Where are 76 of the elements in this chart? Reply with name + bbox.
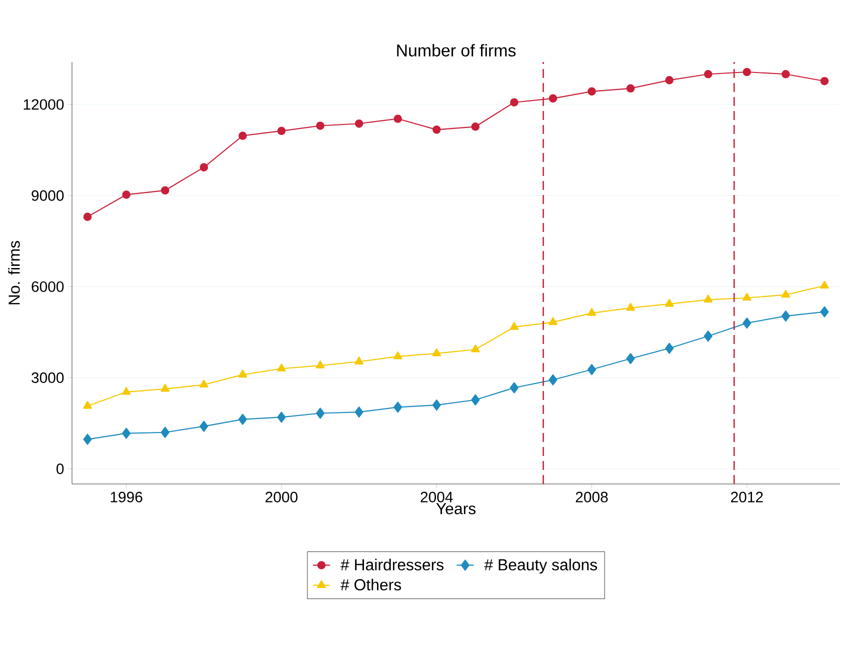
point [782,70,790,78]
point [316,360,325,368]
point [122,190,130,199]
point [394,114,402,123]
legend-label: # Beauty salons [484,558,598,574]
point [122,386,131,395]
x-tick-label: 2012 [731,492,763,502]
point [277,126,286,136]
point [626,353,635,364]
point [742,318,752,329]
y-axis-title: No. firms [8,240,20,304]
point [548,374,558,386]
point [704,70,712,78]
y-tick-label: 9000 [32,190,64,201]
point [510,322,519,330]
point [471,394,480,406]
point [238,414,247,425]
y-tick-label: 3000 [32,372,64,384]
point [238,370,248,378]
point [83,212,92,221]
point [820,280,829,289]
point [354,406,364,418]
point [548,94,558,103]
x-tick-label: 2008 [576,492,608,502]
x-tick-label: 2000 [266,492,298,502]
point [588,87,596,96]
point [316,122,324,130]
point [742,292,752,301]
point [626,84,635,93]
point [83,434,92,445]
point [665,342,674,354]
point [510,382,518,394]
point [354,119,364,128]
point [510,98,518,107]
point [393,351,402,360]
point [200,420,208,432]
point [471,122,480,131]
point [704,330,712,342]
point [277,412,286,423]
point [432,126,441,134]
legend-label: # Others [340,578,402,590]
point [122,428,131,439]
point [820,306,829,318]
point [432,348,442,356]
legend-label: # Hairdressers [340,558,444,570]
y-tick-label: 0 [56,464,64,474]
point [432,400,441,411]
point [781,290,790,298]
point [354,356,364,364]
point [160,426,170,438]
x-axis-title: Years [436,503,476,514]
point [820,76,829,86]
point [83,400,92,409]
x-tick-label: 1996 [110,492,142,502]
x-tick-label: 2004 [420,492,453,502]
point [470,344,480,352]
point [238,132,247,140]
point [277,364,286,372]
point [160,384,170,392]
point [394,402,402,413]
point [587,308,596,316]
y-tick-label: 6000 [32,281,64,292]
point [200,163,208,172]
point [160,186,170,195]
point [316,408,325,419]
y-tick-label: 12000 [24,99,64,110]
point [704,294,713,302]
point [548,317,558,325]
point [664,298,674,307]
point [199,380,208,388]
point [781,310,790,322]
point [587,364,596,376]
point [665,76,674,84]
point [626,302,635,311]
chart-title: Number of firms [397,44,516,56]
point [742,68,752,76]
